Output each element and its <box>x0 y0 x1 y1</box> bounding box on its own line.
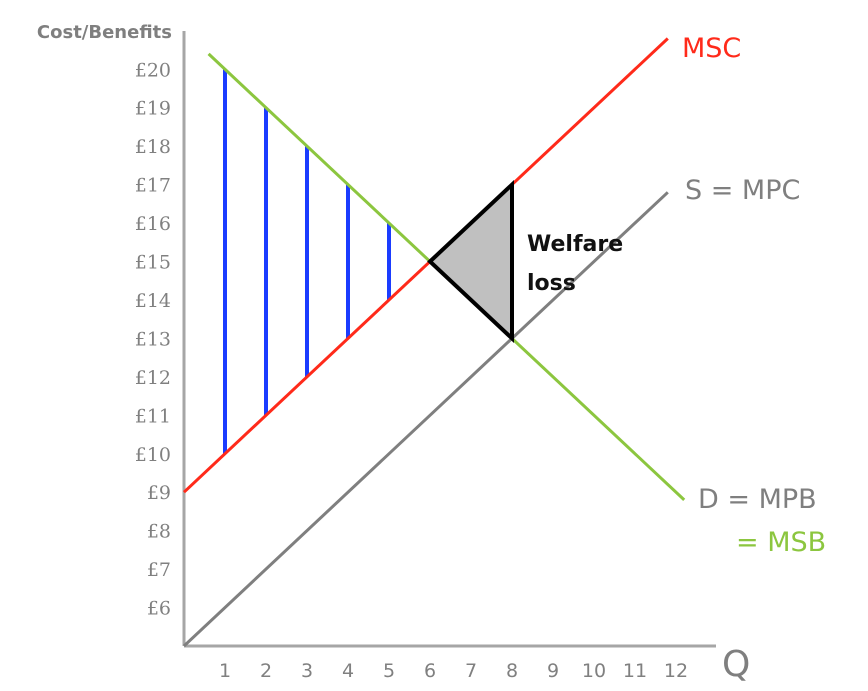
welfare-loss-label-line1: Welfare <box>527 232 623 257</box>
welfare-loss-triangle <box>427 179 514 344</box>
y-tick-label: £9 <box>147 482 171 504</box>
y-tick-label: £12 <box>135 367 171 389</box>
x-tick-label: 5 <box>383 660 395 682</box>
x-tick-label: 9 <box>547 660 559 682</box>
external-benefit-bars <box>223 69 391 454</box>
y-tick-label: £16 <box>135 213 171 235</box>
x-tick-label: 11 <box>623 660 647 682</box>
mpc-label: S = MPC <box>685 175 800 206</box>
y-tick-label: £11 <box>135 405 171 427</box>
y-tick-label: £20 <box>135 59 171 81</box>
y-tick-label: £10 <box>135 444 171 466</box>
x-axis-title: Q <box>722 644 750 685</box>
y-tick-label: £8 <box>147 521 171 543</box>
y-tick-label: £13 <box>135 328 171 350</box>
y-axis-title: Cost/Benefits <box>37 22 172 43</box>
demand-label-line1: D = MPB <box>698 484 817 515</box>
y-tick-labels: £6 £7 £8 £9 £10 £11 £12 £13 £14 £15 £16 £17 £18 £19 £2… <box>135 59 171 619</box>
y-tick-label: £19 <box>135 98 171 120</box>
y-tick-label: £15 <box>135 252 171 274</box>
x-tick-label: 4 <box>342 660 354 682</box>
x-tick-labels: 1 2 3 4 5 6 7 8 9 10 11 12 <box>219 660 688 682</box>
y-tick-label: £17 <box>135 175 171 197</box>
y-tick-label: £14 <box>135 290 171 312</box>
x-tick-label: 2 <box>260 660 272 682</box>
msc-line <box>182 37 669 494</box>
x-tick-label: 10 <box>582 660 606 682</box>
demand-label-line2: = MSB <box>736 527 826 558</box>
y-tick-label: £7 <box>147 559 171 581</box>
mpc-supply-line <box>182 191 669 648</box>
y-tick-label: £6 <box>147 598 171 620</box>
x-tick-label: 8 <box>506 660 518 682</box>
welfare-loss-label-line2: loss <box>527 271 576 296</box>
y-tick-label: £18 <box>135 136 171 158</box>
x-tick-label: 7 <box>465 660 477 682</box>
msc-label: MSC <box>682 33 741 64</box>
x-tick-label: 3 <box>301 660 313 682</box>
x-tick-label: 12 <box>664 660 688 682</box>
x-tick-label: 6 <box>424 660 436 682</box>
x-tick-label: 1 <box>219 660 231 682</box>
